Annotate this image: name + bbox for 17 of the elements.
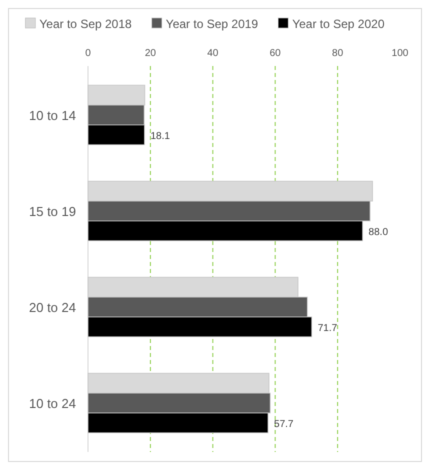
- x-tick-label: 100: [392, 48, 409, 59]
- legend-label: Year to Sep 2020: [292, 17, 385, 31]
- y-tick-label: 15 to 19: [29, 204, 76, 219]
- y-tick-label: 10 to 14: [29, 108, 76, 123]
- y-tick-label: 20 to 24: [29, 300, 76, 316]
- data-label: 57.7: [274, 418, 294, 430]
- legend-label: Year to Sep 2019: [166, 17, 258, 31]
- data-label: 88.0: [368, 226, 388, 238]
- x-tick-label: 80: [332, 48, 344, 59]
- data-label: 71.7: [318, 322, 338, 334]
- data-label: 18.1: [150, 130, 170, 142]
- x-tick-label: 0: [85, 48, 92, 59]
- y-tick-label: 10 to 24: [29, 396, 76, 412]
- x-tick-label: 40: [207, 48, 219, 59]
- legend-label: Year to Sep 2018: [39, 17, 132, 31]
- x-tick-label: 60: [270, 48, 282, 59]
- x-tick-label: 20: [144, 48, 156, 59]
